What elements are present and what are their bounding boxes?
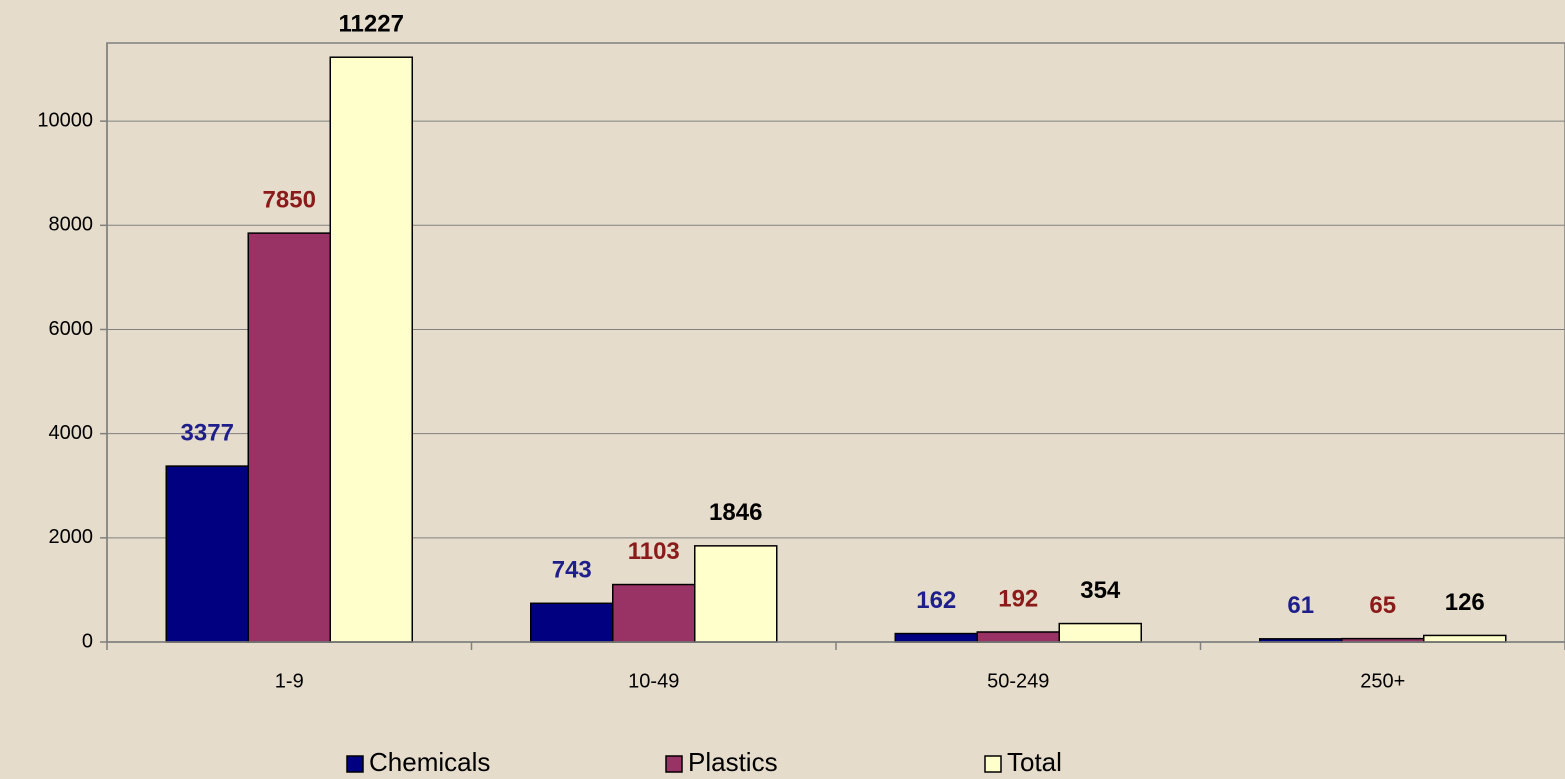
bar [612,583,696,643]
x-tick-label: 10-49 [628,670,679,692]
bar [694,545,778,643]
legend-label: Total [1007,747,1062,777]
value-label: 1103 [628,538,680,565]
bar [165,465,249,643]
value-label: 162 [916,587,956,614]
legend-label: Plastics [688,747,778,777]
bar [894,632,978,643]
bar [247,232,331,643]
legend-swatch [665,755,683,773]
y-tick-label: 4000 [49,422,94,444]
bar [1058,622,1142,643]
legend-swatch [984,755,1002,773]
x-tick-label: 50-249 [987,670,1049,692]
value-label: 192 [998,585,1038,612]
value-label: 1846 [709,499,762,526]
value-label: 3377 [181,419,234,446]
y-tick-label: 8000 [49,214,94,236]
y-tick-label: 6000 [49,318,94,340]
value-label: 743 [552,557,592,584]
y-tick-label: 0 [82,630,93,652]
value-label: 354 [1080,577,1121,604]
value-label: 61 [1287,592,1314,619]
legend-label: Chemicals [369,747,490,777]
bar [976,631,1060,643]
bar [530,602,614,643]
x-tick-label: 1-9 [275,670,304,692]
bar [329,56,413,643]
y-tick-label: 10000 [37,109,93,131]
y-tick-label: 2000 [49,526,94,548]
value-label: 65 [1369,592,1396,619]
value-label: 126 [1445,589,1485,616]
value-label: 11227 [339,11,404,38]
x-tick-label: 250+ [1360,670,1405,692]
value-label: 7850 [263,186,316,213]
bar [1423,634,1507,643]
legend-swatch [346,755,364,773]
